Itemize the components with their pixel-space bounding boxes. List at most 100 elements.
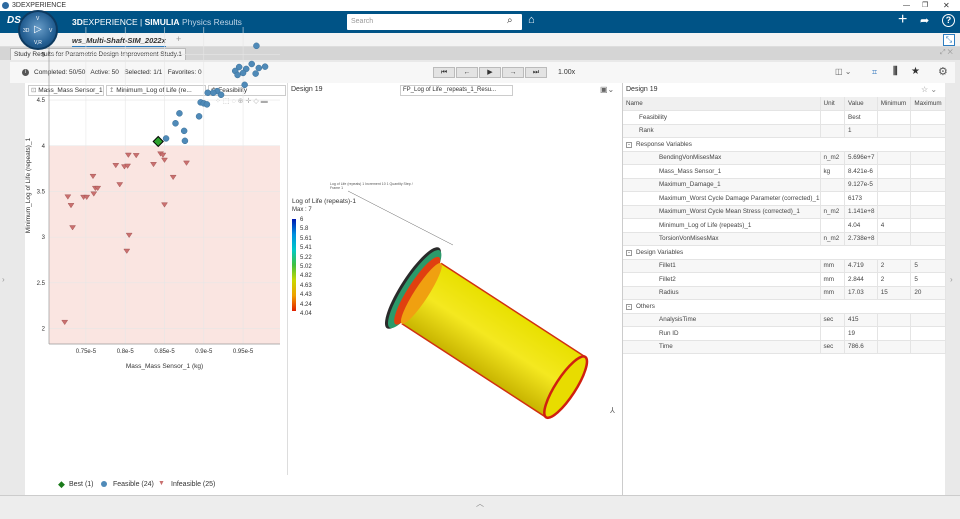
first-button[interactable]: ⏮ xyxy=(433,67,455,78)
columns-icon[interactable]: ⫼ xyxy=(893,66,898,77)
table-row[interactable]: Maximum_Worst Cycle Mean Stress (correct… xyxy=(623,205,946,219)
add-icon[interactable]: + xyxy=(898,11,908,28)
legend-value: 4.24 xyxy=(300,301,312,308)
search-input[interactable]: Search ⌕ xyxy=(347,14,522,30)
unit-cell: kg xyxy=(820,164,846,179)
min-cell xyxy=(877,326,912,341)
group-cell: - Others xyxy=(623,299,946,314)
info-icon: i xyxy=(22,69,29,76)
table-row[interactable]: Mass_Mass Sensor_1 kg 8.421e-6 xyxy=(623,164,946,179)
legend-infeasible[interactable]: Infeasible (25) xyxy=(171,481,216,488)
name-cell: Mass_Mass Sensor_1 xyxy=(623,164,821,179)
workspace-tabs: ws_Multi-Shaft-SIM_2022x + ⤡ xyxy=(0,33,960,47)
table-row[interactable]: Maximum_Worst Cycle Damage Parameter (co… xyxy=(623,191,946,206)
y-tick-label: 2 xyxy=(42,326,46,332)
next-button[interactable]: → xyxy=(502,67,524,78)
design-table: Name Unit Value Minimum Maximum Feasibility B… xyxy=(623,97,946,354)
min-cell xyxy=(877,178,912,192)
y-tick-label: 5 xyxy=(42,52,46,58)
details-title: Design 19 xyxy=(626,86,658,93)
panel-window-controls[interactable]: ⤢ ✕ xyxy=(940,49,953,56)
collapse-toggle-icon[interactable]: - xyxy=(626,141,632,148)
unit-cell: mm xyxy=(820,259,846,273)
table-row[interactable]: Radius mm 17.03 15 20 xyxy=(623,286,946,300)
collapse-toggle-icon[interactable]: - xyxy=(626,303,632,310)
table-row[interactable]: Minimum_Log of Life (repeats)_1 4.04 4 xyxy=(623,218,946,233)
group-label: Design Variables xyxy=(636,248,684,256)
table-row[interactable]: BendingVonMisesMax n_m2 5.696e+7 xyxy=(623,151,946,165)
table-row[interactable]: Feasibility Best xyxy=(623,110,946,125)
collapse-icon[interactable]: ⤡ xyxy=(943,34,955,46)
group-cell: - Design Variables xyxy=(623,245,946,260)
group-row[interactable]: - Design Variables xyxy=(623,245,946,260)
max-cell xyxy=(910,340,946,354)
name-cell: AnalysisTime xyxy=(623,313,821,327)
table-row[interactable]: TorsionVonMisesMax n_m2 2.738e+8 xyxy=(623,232,946,246)
previous-button[interactable]: ← xyxy=(456,67,478,78)
feasible-point xyxy=(234,71,241,79)
feasible-point xyxy=(172,120,179,127)
feasible-point xyxy=(253,42,260,50)
x-tick-label: 0.85e-5 xyxy=(154,349,175,355)
legend-value: 5.61 xyxy=(300,235,312,242)
max-cell xyxy=(910,110,946,125)
brand-rest: EXPERIENCE | xyxy=(82,17,145,27)
table-row[interactable]: AnalysisTime sec 415 xyxy=(623,313,946,327)
help-icon[interactable]: ? xyxy=(942,14,955,27)
column-header-value[interactable]: Value xyxy=(844,97,878,111)
table-row[interactable]: Fillet1 mm 4.719 2 5 xyxy=(623,259,946,273)
minimize-button[interactable]: — xyxy=(903,2,910,9)
column-header-unit[interactable]: Unit xyxy=(820,97,846,111)
favorite-icon[interactable]: ☆ ⌄ xyxy=(921,85,938,94)
speed-select[interactable]: 1.00x xyxy=(558,69,576,76)
infeasible-point xyxy=(169,174,177,181)
expand-up-icon[interactable]: ︿ xyxy=(476,499,484,508)
table-row[interactable]: Time sec 786.6 xyxy=(623,340,946,354)
legend-best[interactable]: Best (1) xyxy=(69,481,94,488)
column-header-name[interactable]: Name xyxy=(623,97,821,111)
table-row[interactable]: Run ID 19 xyxy=(623,326,946,341)
scatter-chart-icon[interactable]: ⌗ xyxy=(872,67,878,77)
shaft-3d-model[interactable]: ⅄ xyxy=(288,83,622,495)
x-axis-field[interactable]: ⊡ Mass_Mass Sensor_1 xyxy=(28,85,104,96)
layout-icon[interactable]: ◫ ⌄ xyxy=(835,67,852,76)
legend-feasible[interactable]: Feasible (24) xyxy=(113,481,154,488)
close-button[interactable]: ✕ xyxy=(943,1,950,10)
settings-gear-icon[interactable]: ⚙ xyxy=(938,66,948,78)
min-cell xyxy=(877,110,912,125)
feasible-point xyxy=(204,89,211,97)
image-icon[interactable]: ▣⌄ xyxy=(600,85,615,94)
result-field-select[interactable]: FP_Log of Life _repeats_1_Resu... xyxy=(400,85,513,96)
search-icon[interactable]: ⌕ xyxy=(507,15,513,26)
last-button[interactable]: ⏭ xyxy=(525,67,547,78)
table-row[interactable]: Maximum_Damage_1 9.127e-5 xyxy=(623,178,946,192)
group-row[interactable]: - Response Variables xyxy=(623,137,946,152)
infeasible-point xyxy=(69,225,76,231)
tag-icon[interactable]: ⌂ xyxy=(528,14,535,26)
play-button[interactable]: ▶ xyxy=(479,67,501,78)
add-tab-button[interactable]: + xyxy=(176,34,182,44)
compass-widget[interactable]: V 3D V V,R ▷ xyxy=(18,10,58,50)
favorite-star-icon[interactable]: ★ xyxy=(911,66,920,77)
expand-right-icon[interactable]: › xyxy=(950,275,953,284)
table-row[interactable]: Rank 1 xyxy=(623,124,946,138)
column-header-maximum[interactable]: Maximum xyxy=(910,97,946,111)
app-name: Physics Results xyxy=(181,17,242,27)
unit-cell: n_m2 xyxy=(820,205,846,219)
share-icon[interactable]: ➦ xyxy=(920,15,930,27)
expand-left-icon[interactable]: › xyxy=(2,275,5,284)
max-cell xyxy=(910,191,946,206)
collapse-toggle-icon[interactable]: - xyxy=(626,249,632,256)
max-cell xyxy=(910,313,946,327)
chart-tools-icons[interactable]: ⁘⬚◌⊕✛◇▬ xyxy=(215,98,270,105)
restore-button[interactable]: ❐ xyxy=(922,2,929,9)
infeasible-point xyxy=(161,202,168,208)
group-label: Others xyxy=(636,302,655,310)
column-header-minimum[interactable]: Minimum xyxy=(877,97,912,111)
feasible-point xyxy=(203,101,211,108)
table-row[interactable]: Fillet2 mm 2.844 2 5 xyxy=(623,272,946,287)
unit-cell: sec xyxy=(820,313,846,327)
tab-workspace[interactable]: ws_Multi-Shaft-SIM_2022x xyxy=(72,36,166,47)
name-cell: Maximum_Worst Cycle Damage Parameter (co… xyxy=(623,191,821,206)
group-row[interactable]: - Others xyxy=(623,299,946,314)
